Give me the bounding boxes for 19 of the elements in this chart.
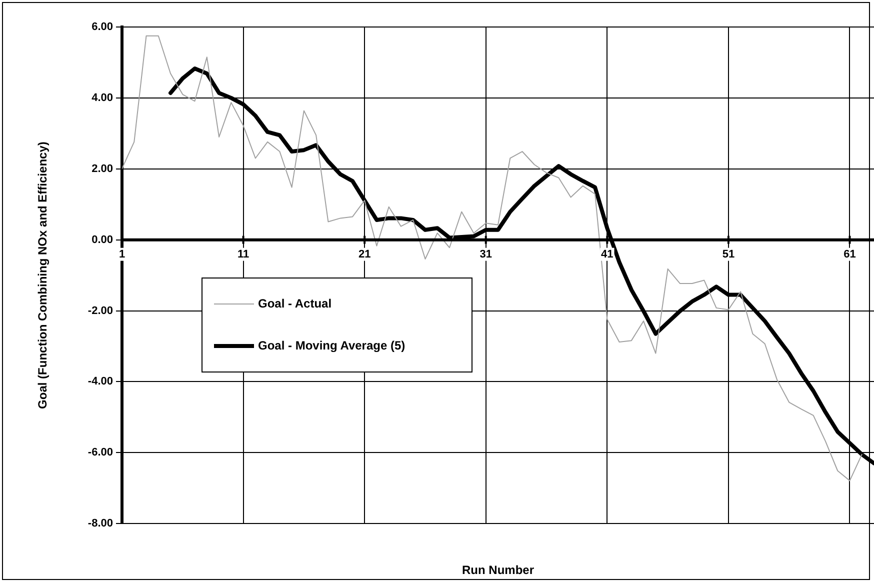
x-tick-label: 61 — [844, 248, 856, 260]
x-tick-label: 41 — [601, 248, 614, 260]
legend-label: Goal - Actual — [258, 296, 332, 310]
legend-label: Goal - Moving Average (5) — [258, 338, 406, 352]
x-tick-label: 21 — [358, 248, 371, 260]
y-tick-label: -2.00 — [88, 304, 113, 317]
y-tick-label: 6.00 — [92, 21, 113, 34]
y-tick-label: 0.00 — [92, 234, 113, 246]
y-tick-label: 4.00 — [92, 92, 113, 104]
x-tick-label: 1 — [118, 248, 126, 260]
y-axis-title: Goal (Function Combining NOx and Efficiency) — [36, 142, 50, 409]
y-tick-label: 2.00 — [92, 162, 113, 175]
x-tick-label: 51 — [722, 248, 735, 260]
y-tick-label: -4.00 — [88, 376, 113, 388]
x-tick-label: 31 — [480, 248, 492, 260]
x-axis-title: Run Number — [462, 563, 534, 578]
y-tick-label: -6.00 — [88, 446, 113, 459]
y-tick-label: -8.00 — [88, 518, 113, 530]
x-tick-label: 11 — [237, 248, 250, 260]
